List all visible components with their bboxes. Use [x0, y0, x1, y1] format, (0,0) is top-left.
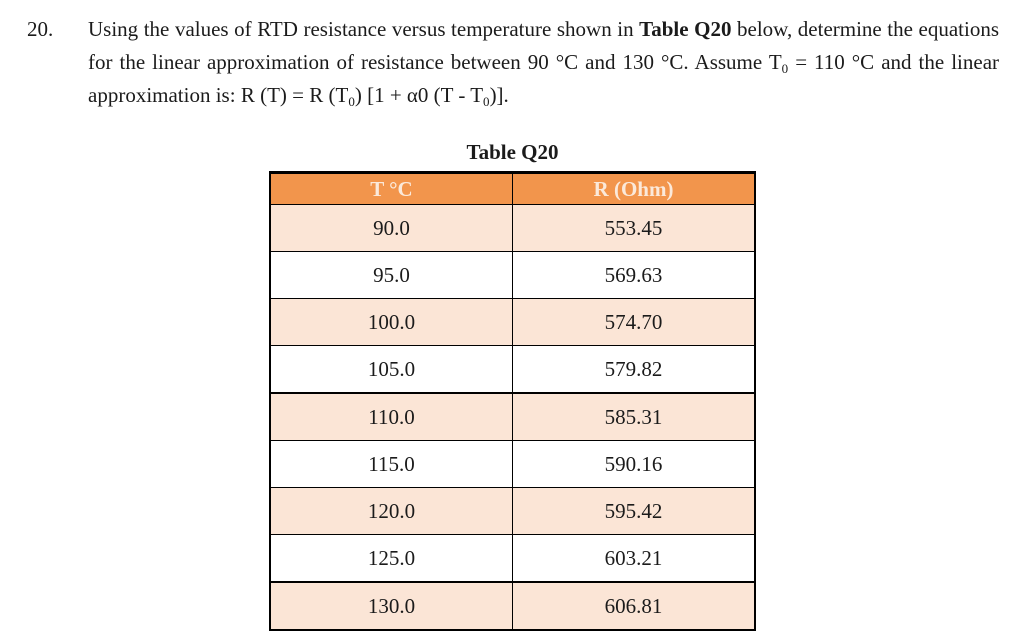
question-text-part2: below, determine the equations for the l… — [88, 17, 999, 74]
cell-resistance: 606.81 — [512, 581, 756, 631]
table-row: 115.0 590.16 — [269, 440, 756, 488]
cell-temperature: 125.0 — [269, 534, 513, 583]
cell-resistance: 603.21 — [512, 534, 756, 583]
table-row: 125.0 603.21 — [269, 534, 756, 583]
question-block: 20. Using the values of RTD resistance v… — [27, 13, 999, 112]
table-title: Table Q20 — [466, 140, 559, 164]
rtd-resistance-table: T °C R (Ohm) 90.0 553.45 95.0 569.63 100… — [269, 171, 756, 631]
cell-resistance: 585.31 — [512, 392, 756, 441]
cell-resistance: 595.42 — [512, 487, 756, 535]
question-text: Using the values of RTD resistance versu… — [88, 13, 999, 112]
cell-temperature: 120.0 — [269, 487, 513, 535]
question-text-part4: ) [1 + α0 (T - T — [354, 83, 484, 107]
cell-temperature: 90.0 — [269, 204, 513, 252]
col-header-resistance: R (Ohm) — [512, 171, 756, 205]
question-text-part5: )]. — [489, 83, 509, 107]
question-number: 20. — [27, 17, 54, 41]
table-row: 100.0 574.70 — [269, 298, 756, 346]
cell-temperature: 110.0 — [269, 392, 513, 441]
cell-resistance: 569.63 — [512, 251, 756, 299]
table-row: 120.0 595.42 — [269, 487, 756, 535]
table-row: 105.0 579.82 — [269, 345, 756, 394]
cell-temperature: 100.0 — [269, 298, 513, 346]
cell-temperature: 130.0 — [269, 581, 513, 631]
table-section: Table Q20 T °C R (Ohm) 90.0 553.45 95.0 … — [269, 140, 756, 631]
table-header-row: T °C R (Ohm) — [269, 171, 756, 205]
cell-resistance: 590.16 — [512, 440, 756, 488]
cell-resistance: 574.70 — [512, 298, 756, 346]
table-row: 95.0 569.63 — [269, 251, 756, 299]
t0-subscript: 0 — [781, 60, 789, 76]
table-row: 130.0 606.81 — [269, 581, 756, 631]
table-row: 110.0 585.31 — [269, 392, 756, 441]
question-text-part1: Using the values of RTD resistance versu… — [88, 17, 640, 41]
cell-temperature: 105.0 — [269, 345, 513, 394]
cell-temperature: 95.0 — [269, 251, 513, 299]
table-reference-bold: Table Q20 — [639, 17, 732, 41]
question-text-part3: = 110 °C and the linear approximation is… — [88, 50, 1000, 107]
cell-resistance: 553.45 — [512, 204, 756, 252]
t0-subscript: 0 — [348, 93, 355, 109]
t0-subscript: 0 — [483, 93, 490, 109]
col-header-temperature: T °C — [269, 171, 513, 205]
table-row: 90.0 553.45 — [269, 204, 756, 252]
cell-temperature: 115.0 — [269, 440, 513, 488]
cell-resistance: 579.82 — [512, 345, 756, 394]
